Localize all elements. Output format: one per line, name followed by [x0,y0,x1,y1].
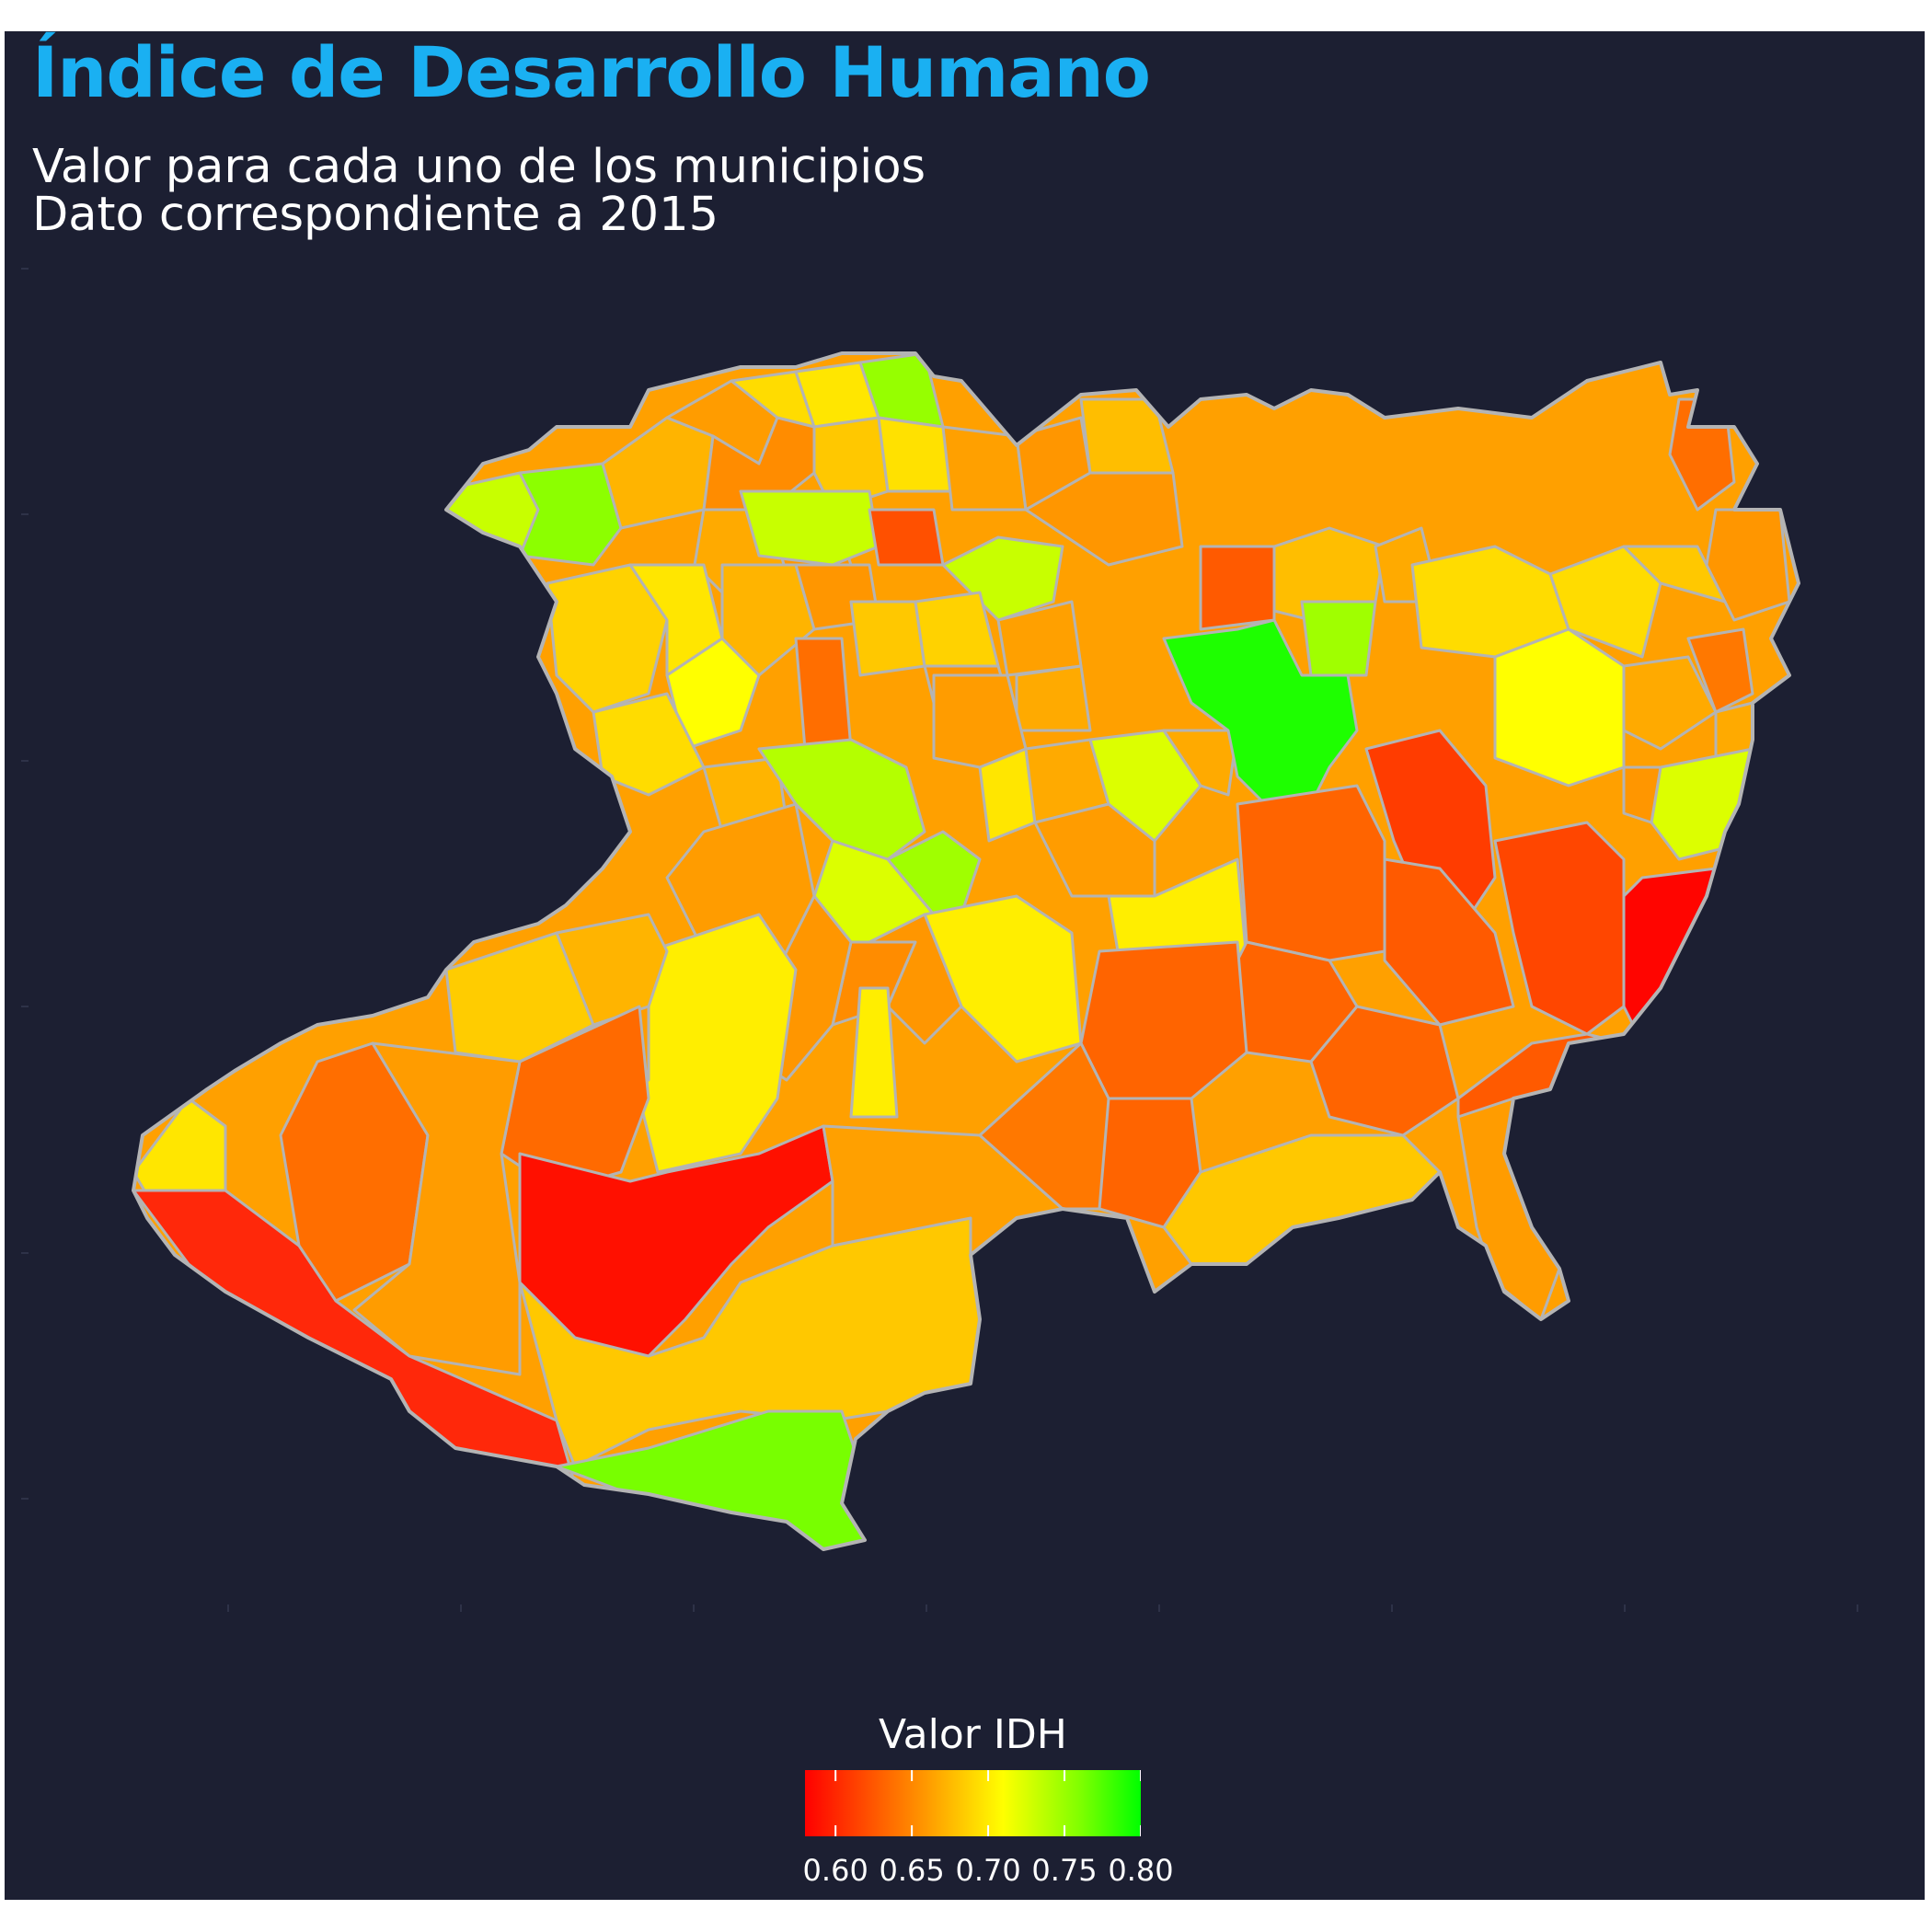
municipality [794,637,853,751]
municipality [1033,802,1156,898]
municipality [1493,627,1626,788]
municipality [1383,857,1515,1027]
subtitle-line-2: Dato correspondiente a 2015 [32,188,719,242]
legend-tick-label: 0.65 [879,1853,945,1888]
municipality [1079,397,1175,475]
legend-tick-label: 0.80 [1108,1853,1174,1888]
legend-title: Valor IDH [879,1711,1067,1758]
municipality [757,738,926,861]
municipality [739,489,880,567]
choropleth-map [21,268,1858,1612]
municipality [978,1041,1110,1211]
municipality [1300,600,1377,677]
municipality [352,1041,522,1376]
municipality [720,563,816,677]
municipality [1162,729,1239,797]
legend-tick-label: 0.60 [802,1853,868,1888]
municipality [886,830,982,916]
subtitle-line-1: Valor para cada uno de los municipios [32,140,926,194]
municipality [1548,545,1662,659]
municipality [1024,471,1184,567]
legend-tick-label: 0.70 [955,1853,1021,1888]
municipality [877,416,954,493]
municipality [592,692,706,797]
municipality [849,600,926,677]
legend-tick-label: 0.75 [1031,1853,1098,1888]
figure-panel: Índice de Desarrollo Humano Valor para c… [5,31,1925,1900]
municipality [1686,627,1754,714]
municipality [1199,545,1276,631]
municipality [1622,655,1718,751]
state-outline [132,351,1800,1551]
municipality [941,535,1064,622]
legend-colorbar [805,1770,1141,1836]
municipalities [133,353,1799,1549]
municipality [1088,729,1202,843]
page-title: Índice de Desarrollo Humano [32,31,1151,113]
municipality [1622,765,1662,824]
municipality [1493,821,1626,1036]
municipality [1236,784,1386,962]
municipality [868,508,945,567]
axis-ticks [21,268,1858,1612]
municipality [849,986,899,1119]
municipality-red [1364,729,1497,935]
municipality [1015,664,1092,732]
